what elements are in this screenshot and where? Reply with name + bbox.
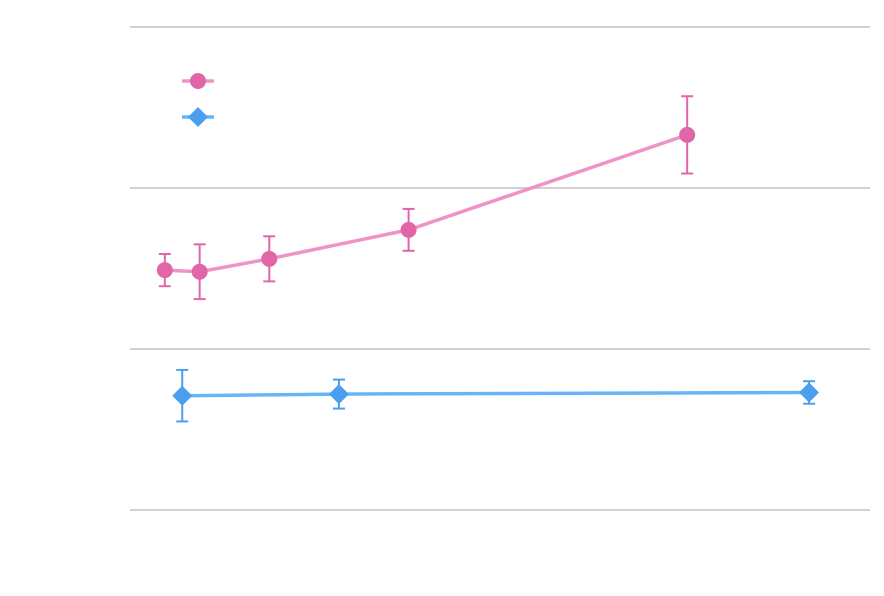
data-point [261, 250, 278, 267]
data-point [400, 221, 417, 238]
legend-item-2 [182, 107, 214, 127]
series-2-line [180, 390, 811, 398]
data-point [328, 384, 349, 405]
gridlines [130, 26, 870, 511]
series-1-line [163, 133, 689, 274]
data-point [156, 262, 173, 279]
series-1 [156, 95, 696, 301]
legend-marker [190, 73, 206, 89]
data-point [191, 263, 208, 280]
data-point [799, 382, 820, 403]
legend [182, 73, 214, 127]
data-point [172, 385, 193, 406]
legend-marker [188, 107, 208, 127]
legend-item-1 [182, 73, 214, 89]
series-2 [172, 368, 820, 423]
series-group [156, 95, 820, 423]
data-point [679, 126, 696, 143]
